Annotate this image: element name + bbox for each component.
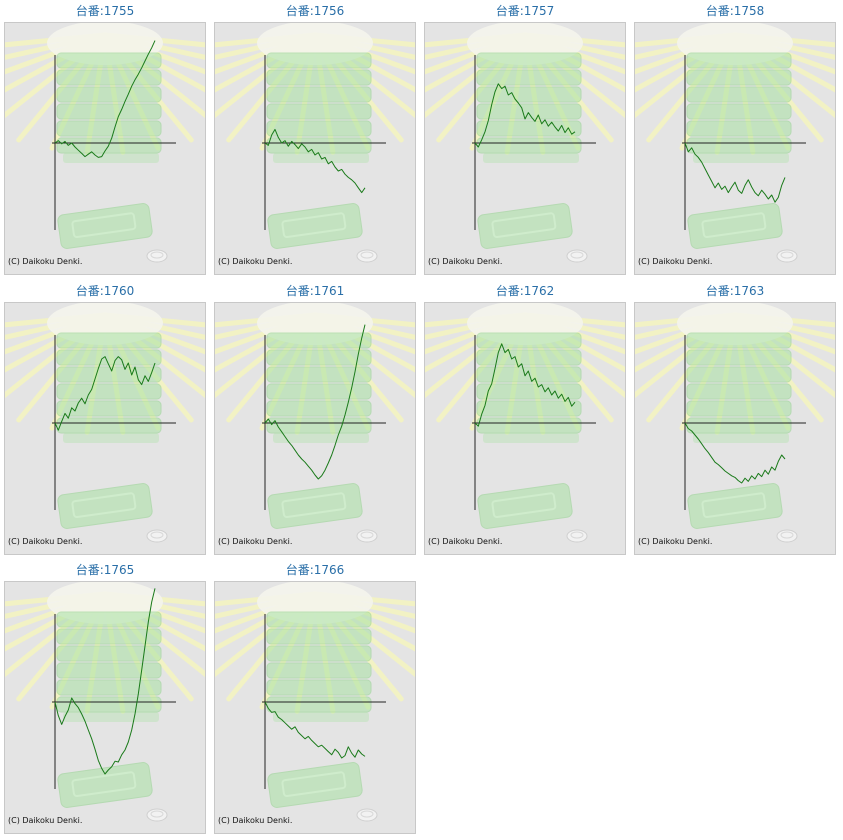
chart-panel: (C) Daikoku Denki. bbox=[4, 302, 206, 555]
copyright-text: (C) Daikoku Denki. bbox=[428, 257, 503, 266]
copyright-text: (C) Daikoku Denki. bbox=[218, 537, 293, 546]
chart-panel: (C) Daikoku Denki. bbox=[634, 22, 836, 275]
machine-number-link[interactable]: 台番:1758 bbox=[705, 4, 765, 18]
chart-svg bbox=[635, 23, 835, 263]
chart-panel: (C) Daikoku Denki. bbox=[424, 302, 626, 555]
background-art bbox=[635, 303, 835, 543]
machine-chart-card: 台番:1756 (C) Daikoku Denki. bbox=[210, 0, 420, 280]
machine-number-link[interactable]: 台番:1761 bbox=[285, 284, 345, 298]
machine-number-link[interactable]: 台番:1756 bbox=[285, 4, 345, 18]
copyright-text: (C) Daikoku Denki. bbox=[428, 537, 503, 546]
machine-chart-card: 台番:1765 (C) Daikoku Denki. bbox=[0, 559, 210, 839]
chart-panel: (C) Daikoku Denki. bbox=[634, 302, 836, 555]
chart-svg bbox=[5, 303, 205, 543]
background-art bbox=[215, 303, 415, 543]
copyright-text: (C) Daikoku Denki. bbox=[638, 537, 713, 546]
series-line bbox=[264, 324, 366, 480]
machine-chart-card: 台番:1758 (C) Daikoku Denki. bbox=[630, 0, 840, 280]
series-line bbox=[264, 701, 366, 759]
machine-chart-card: 台番:1755 (C) Daikoku Denki. bbox=[0, 0, 210, 280]
background-art bbox=[425, 23, 625, 263]
machine-number-link[interactable]: 台番:1765 bbox=[75, 563, 135, 577]
chart-panel: (C) Daikoku Denki. bbox=[214, 302, 416, 555]
background-art bbox=[635, 23, 835, 263]
series-line bbox=[684, 422, 786, 484]
chart-svg bbox=[425, 23, 625, 263]
series-line bbox=[54, 40, 156, 158]
machine-chart-card: 台番:1763 (C) Daikoku Denki. bbox=[630, 280, 840, 560]
machine-chart-card: 台番:1757 (C) Daikoku Denki. bbox=[420, 0, 630, 280]
chart-panel: (C) Daikoku Denki. bbox=[4, 22, 206, 275]
series-line bbox=[684, 142, 786, 203]
chart-svg bbox=[215, 23, 415, 263]
chart-panel: (C) Daikoku Denki. bbox=[214, 22, 416, 275]
copyright-text: (C) Daikoku Denki. bbox=[218, 257, 293, 266]
copyright-text: (C) Daikoku Denki. bbox=[8, 257, 83, 266]
chart-svg bbox=[215, 582, 415, 822]
copyright-text: (C) Daikoku Denki. bbox=[8, 537, 83, 546]
machine-number-link[interactable]: 台番:1766 bbox=[285, 563, 345, 577]
chart-svg bbox=[425, 303, 625, 543]
machine-number-link[interactable]: 台番:1763 bbox=[705, 284, 765, 298]
machine-number-link[interactable]: 台番:1760 bbox=[75, 284, 135, 298]
chart-svg bbox=[635, 303, 835, 543]
chart-svg bbox=[5, 582, 205, 822]
chart-svg bbox=[215, 303, 415, 543]
chart-panel: (C) Daikoku Denki. bbox=[4, 581, 206, 834]
series-line bbox=[474, 343, 576, 427]
series-line bbox=[54, 588, 156, 775]
chart-svg bbox=[5, 23, 205, 263]
background-art bbox=[215, 582, 415, 822]
machine-chart-card: 台番:1761 (C) Daikoku Denki. bbox=[210, 280, 420, 560]
background-art bbox=[5, 23, 205, 263]
machine-number-link[interactable]: 台番:1762 bbox=[495, 284, 555, 298]
series-line bbox=[54, 356, 156, 431]
machine-number-link[interactable]: 台番:1755 bbox=[75, 4, 135, 18]
background-art bbox=[215, 23, 415, 263]
copyright-text: (C) Daikoku Denki. bbox=[638, 257, 713, 266]
background-art bbox=[425, 303, 625, 543]
machine-chart-card: 台番:1766 (C) Daikoku Denki. bbox=[210, 559, 420, 839]
background-art bbox=[5, 303, 205, 543]
machine-chart-card: 台番:1762 (C) Daikoku Denki. bbox=[420, 280, 630, 560]
series-line bbox=[474, 83, 576, 148]
machine-chart-card: 台番:1760 (C) Daikoku Denki. bbox=[0, 280, 210, 560]
chart-panel: (C) Daikoku Denki. bbox=[424, 22, 626, 275]
machine-number-link[interactable]: 台番:1757 bbox=[495, 4, 555, 18]
copyright-text: (C) Daikoku Denki. bbox=[8, 816, 83, 825]
background-art bbox=[5, 582, 205, 822]
copyright-text: (C) Daikoku Denki. bbox=[218, 816, 293, 825]
series-line bbox=[264, 128, 366, 194]
chart-panel: (C) Daikoku Denki. bbox=[214, 581, 416, 834]
